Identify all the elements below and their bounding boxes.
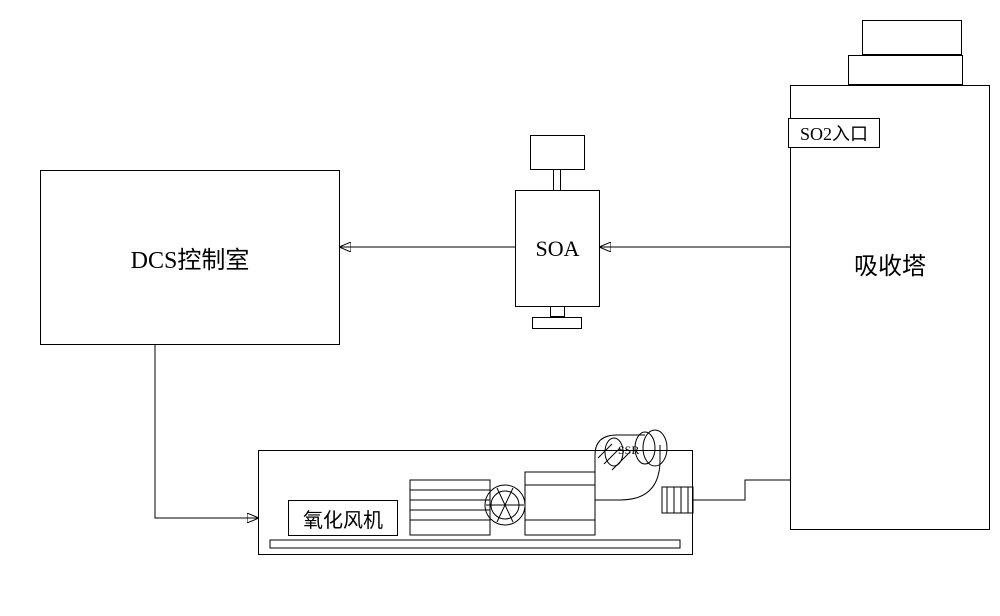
fan-label-box: 氧化风机 [288, 500, 398, 536]
so2-inlet: SO2入口 [788, 118, 880, 148]
soa-foot [550, 307, 565, 317]
soa-neck [553, 170, 561, 190]
soa-label: SOA [535, 236, 579, 262]
so2-inlet-label: SO2入口 [800, 120, 868, 146]
ssr-label: SSR [618, 443, 639, 458]
edge-dcs-to-fan [155, 345, 258, 518]
dcs-room: DCS控制室 [40, 170, 340, 345]
tower-cap-step [848, 55, 963, 85]
soa-head [530, 135, 585, 170]
tower-label: 吸收塔 [854, 246, 926, 281]
soa-body: SOA [515, 190, 600, 307]
edge-fan-to-tower [693, 480, 790, 500]
tower-cap-small [862, 20, 962, 55]
soa-base [532, 317, 582, 329]
dcs-room-label: DCS控制室 [131, 240, 250, 275]
fan-label: 氧化风机 [303, 504, 383, 533]
tower-body: 吸收塔 [790, 85, 990, 530]
diagram-stage: DCS控制室 SOA 吸收塔 SO2入口 氧化风机 SSR [0, 0, 1000, 616]
